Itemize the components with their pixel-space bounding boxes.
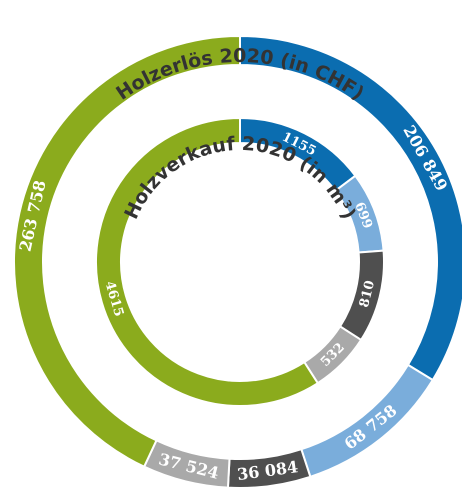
donut-segment: [13, 34, 241, 468]
value-label: 810: [357, 279, 378, 309]
donut-segment: [95, 116, 320, 407]
